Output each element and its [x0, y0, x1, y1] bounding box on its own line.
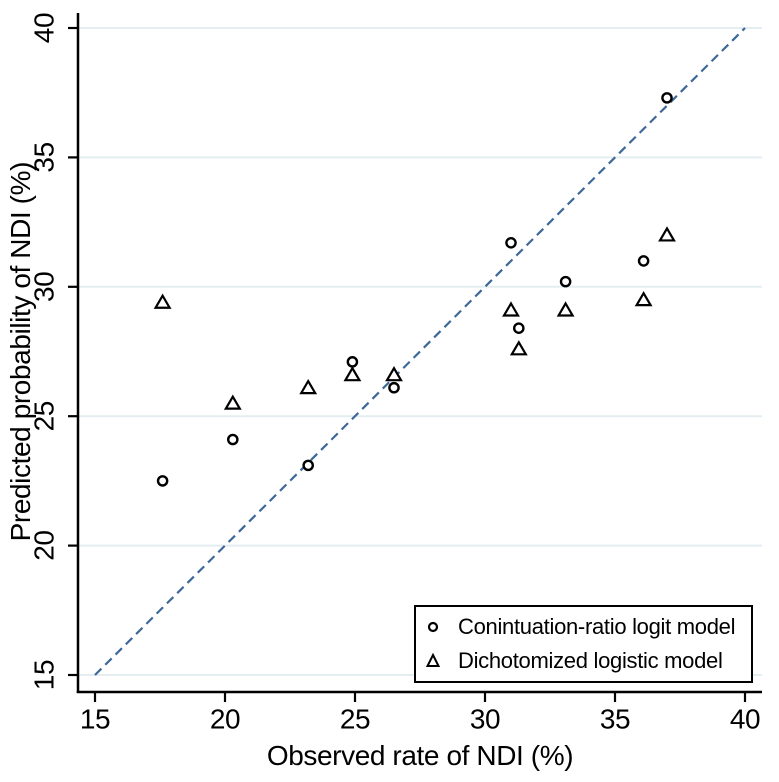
triangle-marker [634, 290, 653, 307]
legend-box: Conintuation-ratio logit model Dichotomi… [414, 605, 753, 683]
triangle-marker [556, 301, 575, 317]
x-tick-label-25: 25 [340, 704, 370, 735]
triangle-marker-icon [425, 652, 441, 667]
circle-marker-icon [427, 621, 439, 633]
circle-marker [346, 356, 359, 368]
circle-marker [226, 433, 239, 446]
triangle-marker [658, 226, 676, 242]
x-tick-label-35: 35 [600, 704, 630, 735]
circle-marker [559, 275, 572, 288]
legend-entry-circle-series: Conintuation-ratio logit model [423, 612, 751, 643]
legend-entry-triangle-series: Dichotomized logistic model [423, 646, 751, 677]
y-tick-label-40: 40 [29, 13, 60, 43]
circle-marker [156, 475, 169, 487]
x-tick-label-40: 40 [730, 704, 760, 735]
triangle-marker [502, 301, 520, 317]
y-axis-title-wrap: Predicted probability of NDI (%) [4, 28, 38, 675]
y-tick-label-35: 35 [29, 142, 60, 172]
y-tick-label-15: 15 [29, 660, 60, 690]
y-tick-label-25: 25 [29, 401, 60, 431]
x-tick-label-15: 15 [80, 704, 110, 735]
identity-reference-line [94, 27, 746, 676]
triangle-marker [343, 366, 362, 382]
x-axis-title: Observed rate of NDI (%) [266, 740, 574, 771]
y-axis-title: Predicted probability of NDI (%) [5, 161, 36, 542]
x-tick-label-30: 30 [470, 704, 500, 735]
triangle-marker [223, 394, 242, 410]
triangle-marker [299, 378, 318, 395]
legend-label-circle-series: Conintuation-ratio logit model [458, 614, 736, 639]
triangle-marker [509, 340, 528, 356]
y-tick-label-20: 20 [29, 530, 60, 560]
circle-marker [661, 92, 673, 104]
y-tick-label-30: 30 [29, 272, 60, 302]
legend-label-triangle-series: Dichotomized logistic model [458, 648, 723, 673]
triangle-marker [385, 366, 403, 382]
circle-marker [637, 255, 650, 267]
circle-marker [388, 381, 400, 394]
x-tick-label-20: 20 [210, 704, 240, 735]
circle-marker [505, 237, 517, 249]
circle-marker [513, 322, 525, 335]
triangle-marker [153, 293, 172, 309]
circle-marker [302, 459, 315, 472]
